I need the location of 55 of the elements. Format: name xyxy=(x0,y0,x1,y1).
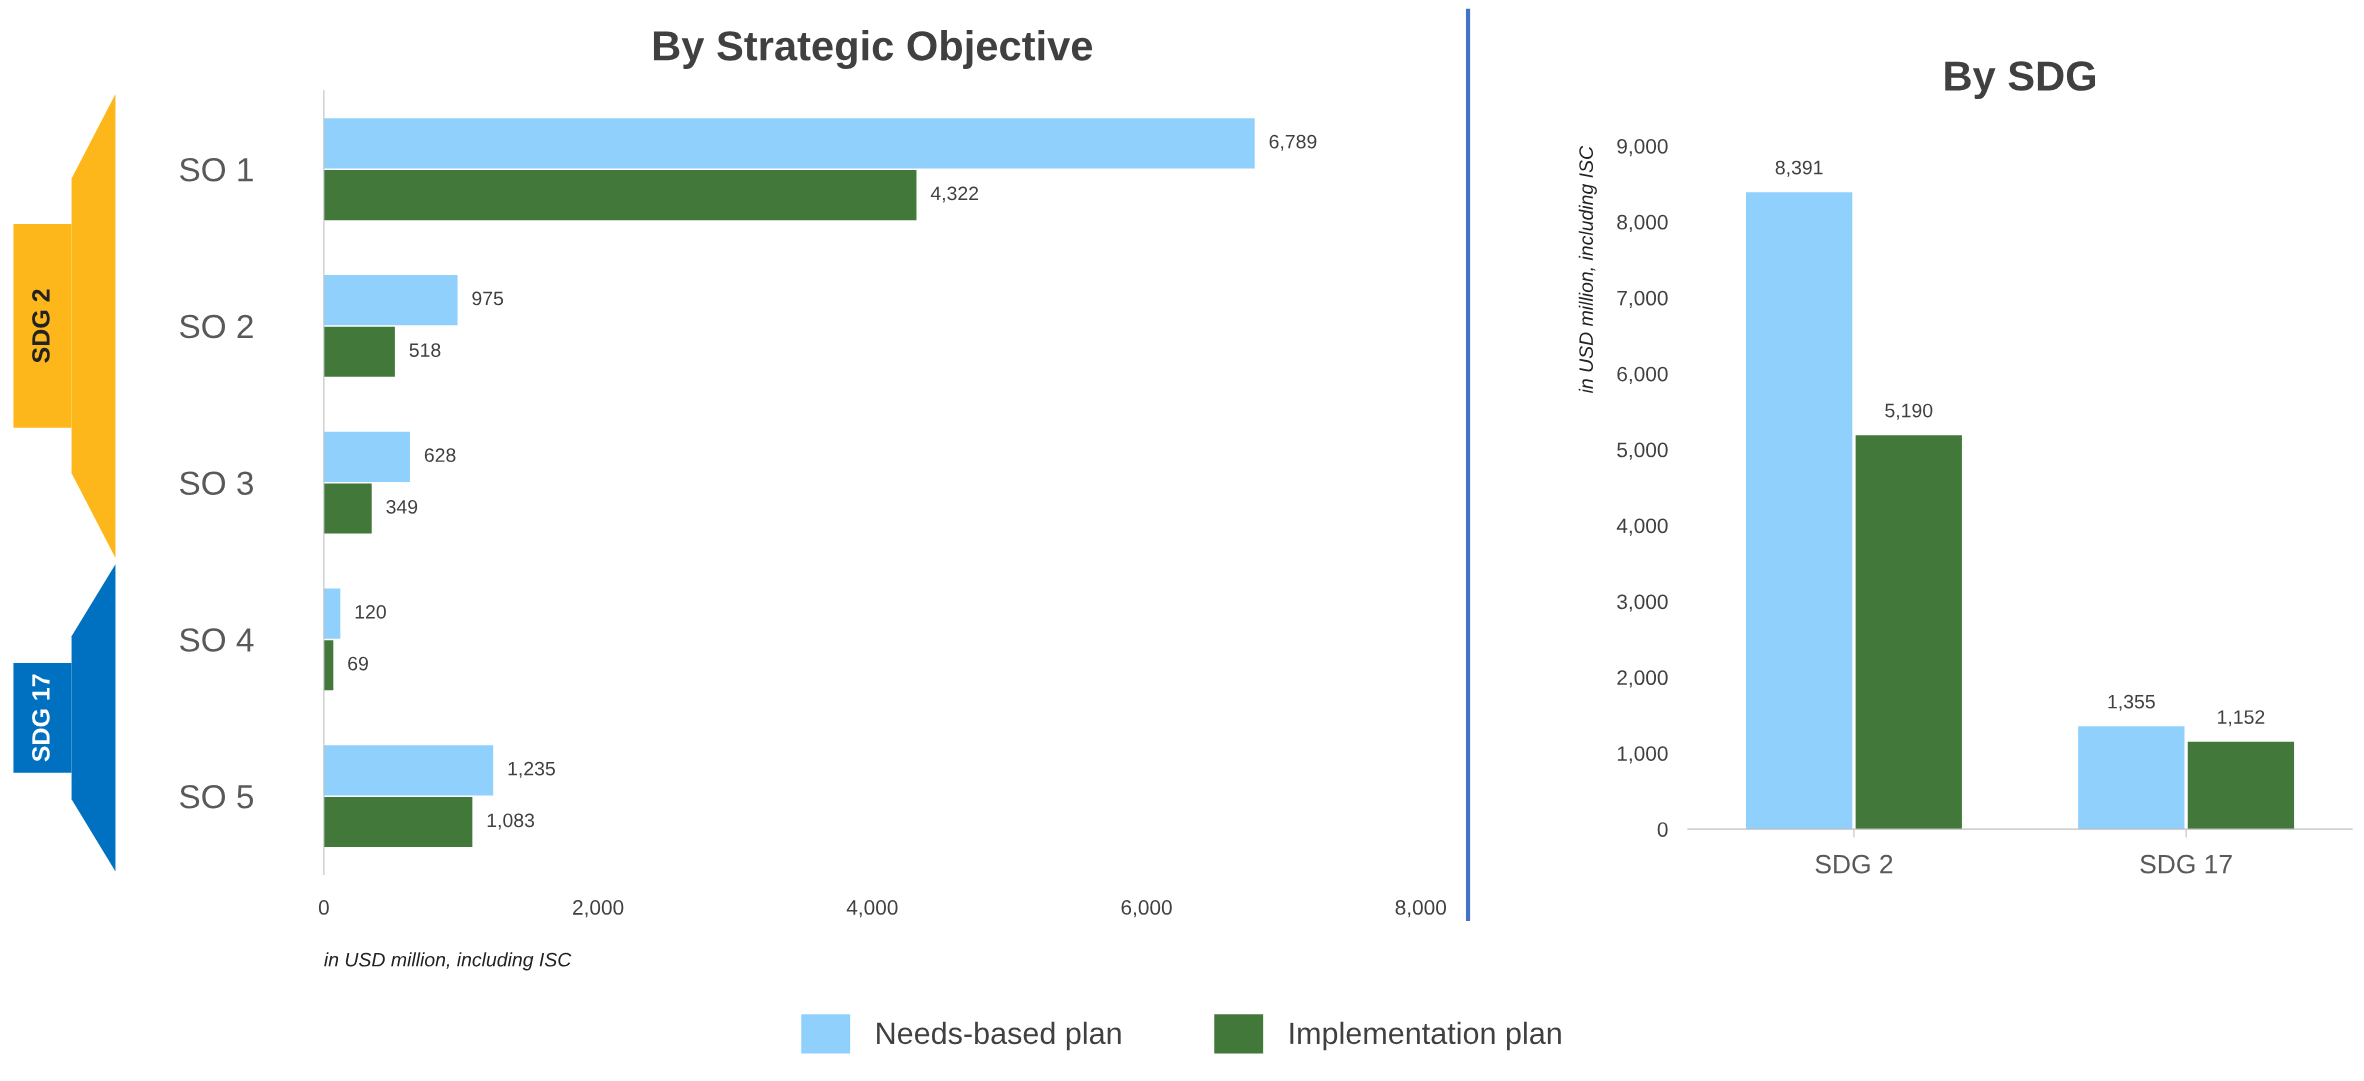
text: 349 xyxy=(386,499,418,514)
y-tick-label: 3,000 xyxy=(1617,594,1668,612)
text: 1,235 xyxy=(508,761,555,778)
y-tick-label: 6,000 xyxy=(1617,366,1668,384)
chart-title: By Strategic Objective xyxy=(653,30,1093,70)
text: 6,789 xyxy=(1269,134,1317,151)
bar xyxy=(323,796,473,848)
text: 8,391 xyxy=(1775,160,1823,177)
y-tick-label: SO 5 xyxy=(179,784,254,809)
chart-title: By SDG xyxy=(1945,61,2096,100)
text: SDG 17 xyxy=(32,674,50,762)
text: 4,322 xyxy=(930,186,979,203)
y-tick-label: SO 3 xyxy=(179,471,253,496)
y-tick-label: 1,000 xyxy=(1617,746,1668,764)
text: 628 xyxy=(424,448,456,463)
legend-label: Implementation plan xyxy=(1290,1021,1561,1051)
y-tick-label: 7,000 xyxy=(1617,290,1668,308)
bar xyxy=(323,483,372,534)
bar xyxy=(323,118,1255,169)
y-tick-label: 5,000 xyxy=(1617,442,1668,460)
bar xyxy=(323,169,917,221)
bar xyxy=(323,745,494,796)
x-tick-label: 6,000 xyxy=(1121,900,1172,918)
text: 5,190 xyxy=(1885,403,1933,420)
x-tick-label: 8,000 xyxy=(1395,900,1447,918)
y-tick-label: 9,000 xyxy=(1617,138,1668,157)
y-tick-label: SO 4 xyxy=(179,628,254,652)
x-tick-label: 2,000 xyxy=(573,900,624,918)
bar xyxy=(323,326,395,377)
y-tick-label: 0 xyxy=(1657,822,1668,837)
bar xyxy=(1855,435,1962,830)
text: 69 xyxy=(348,656,368,671)
text: 518 xyxy=(409,343,441,357)
y-tick-label: SO 1 xyxy=(179,157,253,182)
y-tick-label: 4,000 xyxy=(1616,518,1668,536)
y-axis-title: in USD million, including ISC xyxy=(1578,145,1597,394)
text: SDG 2 xyxy=(32,289,50,363)
text: 120 xyxy=(355,605,386,619)
bar xyxy=(2078,726,2185,830)
bar xyxy=(323,588,341,639)
y-tick-label: SO 2 xyxy=(179,314,253,339)
bar xyxy=(323,431,410,482)
text: 1,355 xyxy=(2108,694,2155,711)
text: 975 xyxy=(472,291,504,306)
x-tick-label: 0 xyxy=(318,900,329,915)
bar xyxy=(1746,192,1853,830)
x-tick-label: 4,000 xyxy=(846,900,898,918)
y-tick-label: 8,000 xyxy=(1617,214,1668,233)
bar xyxy=(2187,741,2295,830)
text: 1,083 xyxy=(487,813,535,830)
bar xyxy=(323,274,458,326)
legend-label: Needs-based plan xyxy=(877,1021,1121,1051)
text: 1,152 xyxy=(2218,710,2265,727)
y-tick-label: 2,000 xyxy=(1617,670,1668,688)
x-axis-title: in USD million, including ISC xyxy=(324,952,572,971)
